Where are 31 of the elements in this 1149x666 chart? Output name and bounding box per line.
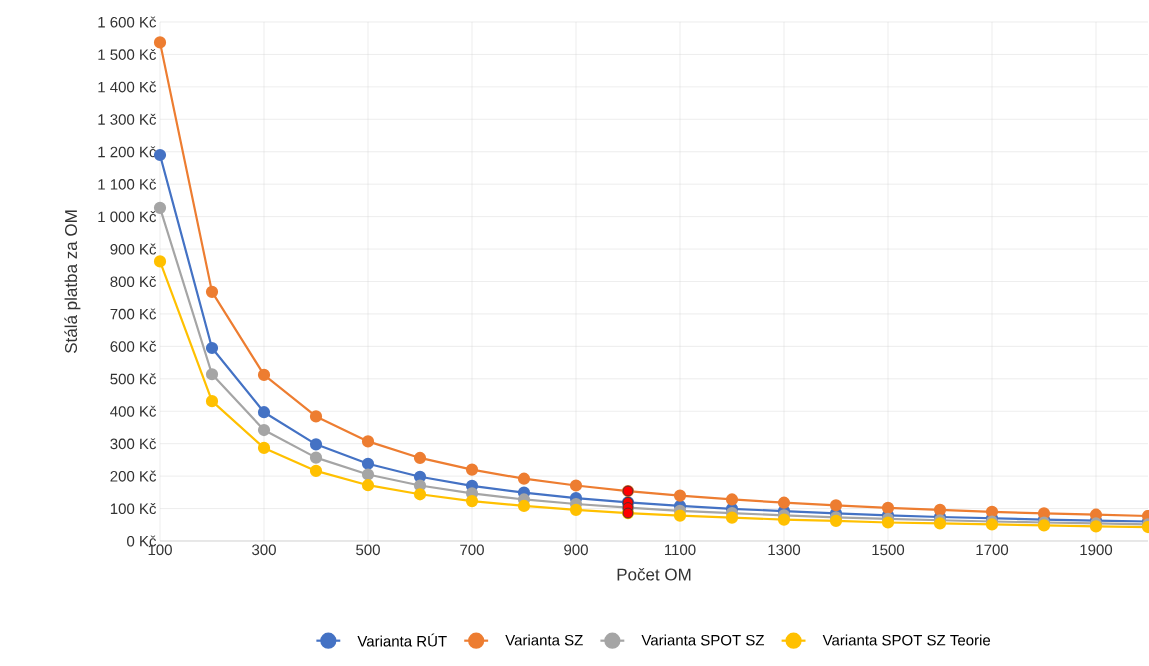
legend-label: Varianta RÚT — [357, 633, 447, 647]
x-tick-label: 500 — [356, 544, 380, 556]
legend-label: Varianta SPOT SZ Teorie — [822, 634, 991, 646]
y-tick-label: 900 Kč — [110, 243, 157, 255]
y-tick-label: 300 Kč — [110, 438, 157, 450]
legend-label: Varianta SPOT SZ — [641, 634, 765, 646]
y-tick-label: 600 Kč — [110, 340, 157, 352]
y-tick-label: 500 Kč — [110, 373, 157, 385]
x-tick-label: 300 — [252, 544, 276, 556]
x-tick-label: 900 — [564, 544, 588, 556]
y-tick-label: 700 Kč — [110, 308, 157, 320]
y-tick-label: 1 000 Kč — [98, 211, 157, 223]
x-tick-label: 1300 — [768, 544, 801, 556]
y-tick-label: 1 400 Kč — [98, 81, 157, 93]
legend-label: Varianta SZ — [505, 634, 583, 646]
x-tick-label: 1500 — [872, 544, 905, 556]
y-tick-label: 1 600 Kč — [98, 16, 157, 28]
y-tick-label: 1 200 Kč — [98, 146, 157, 158]
y-tick-label: 100 Kč — [110, 503, 157, 515]
y-tick-label: 800 Kč — [110, 275, 157, 288]
x-tick-label: 1700 — [976, 544, 1009, 556]
x-tick-label: 1100 — [665, 544, 696, 556]
x-axis-title: Počet OM — [617, 568, 691, 581]
x-tick-label: 700 — [460, 544, 484, 556]
x-tick-label: 1900 — [1080, 544, 1113, 556]
y-tick-label: 400 Kč — [110, 405, 157, 417]
y-tick-label: 1 500 Kč — [98, 48, 157, 60]
y-tick-label: 1 300 Kč — [98, 113, 157, 125]
y-tick-label: 1 100 Kč — [98, 178, 157, 190]
y-axis-title: Stálá platba za OM — [64, 210, 81, 354]
y-tick-label: 200 Kč — [110, 470, 157, 482]
